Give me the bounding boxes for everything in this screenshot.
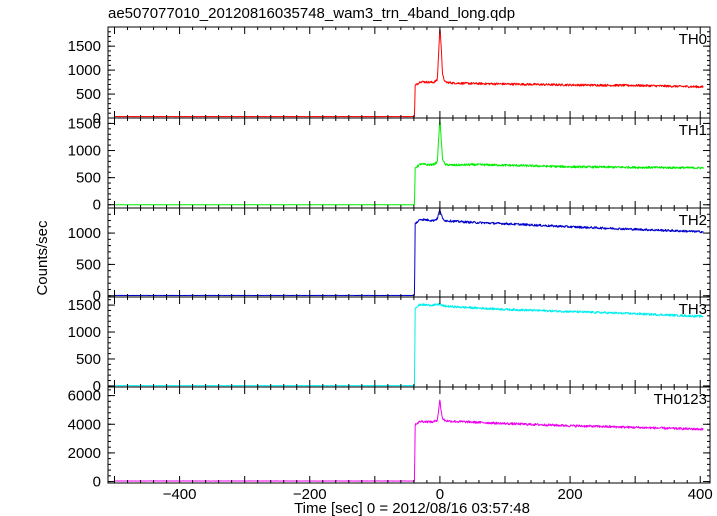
panel-th0: TH0 0 500 1000 1500 <box>68 26 711 127</box>
y-tick-label: 1000 <box>68 62 101 79</box>
x-tick-label: 400 <box>688 486 713 503</box>
y-tick-label: 4000 <box>68 416 101 433</box>
y-tick-label: 6000 <box>68 388 101 405</box>
x-tick-label: −200 <box>293 486 327 503</box>
panel-th1: TH1 0 500 1000 1500 <box>68 115 711 214</box>
y-tick-label: 500 <box>76 170 101 187</box>
y-tick-label: 0 <box>93 378 101 395</box>
panel-th0123: TH0123 0 2000 4000 6000 <box>68 386 711 491</box>
y-axis-label: Counts/sec <box>34 220 51 296</box>
panel-th3: TH3 0 500 1000 1500 <box>68 296 711 395</box>
series-th3-label: TH3 <box>679 301 707 318</box>
y-tick-label: 1000 <box>68 225 101 242</box>
panel-frame <box>107 296 711 388</box>
series-th1-label: TH1 <box>679 122 707 139</box>
y-tick-label: 2000 <box>68 445 101 462</box>
y-tick-label: 1500 <box>68 38 101 55</box>
series-th2-label: TH2 <box>679 212 707 229</box>
panel-frame <box>107 207 711 298</box>
series-th2-line <box>114 208 704 297</box>
x-axis-label: Time [sec] 0 = 2012/08/16 03:57:48 <box>294 500 530 516</box>
panel-frame <box>107 26 711 119</box>
series-th0123-label: TH0123 <box>654 391 707 408</box>
y-tick-label: 0 <box>93 110 101 127</box>
y-tick-label: 1000 <box>68 324 101 341</box>
panel-frame <box>107 386 711 484</box>
series-th0-label: TH0 <box>679 31 707 48</box>
y-tick-label: 0 <box>93 197 101 214</box>
y-tick-label: 500 <box>76 256 101 273</box>
x-tick-label: −400 <box>163 486 197 503</box>
y-tick-label: 500 <box>76 86 101 103</box>
series-th3-line <box>114 303 704 387</box>
series-th0123-line <box>114 399 704 482</box>
series-th0-line <box>114 28 704 118</box>
chart-title: ae507077010_20120816035748_wam3_trn_4ban… <box>108 5 515 22</box>
y-tick-label: 0 <box>93 288 101 305</box>
series-th1-line <box>114 118 704 206</box>
x-tick-label: 200 <box>558 486 583 503</box>
x-tick-label: 0 <box>436 486 444 503</box>
y-tick-label: 1500 <box>68 115 101 132</box>
panel-th2: TH2 0 500 1000 <box>68 207 711 305</box>
y-tick-label: 1500 <box>68 297 101 314</box>
panel-frame <box>107 117 711 209</box>
y-tick-label: 1000 <box>68 143 101 160</box>
y-tick-label: 500 <box>76 351 101 368</box>
y-tick-label: 0 <box>93 474 101 491</box>
